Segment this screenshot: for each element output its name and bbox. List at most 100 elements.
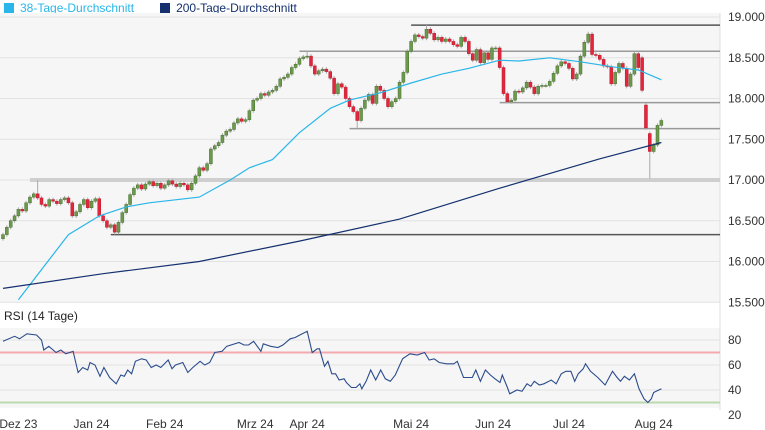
candle-up [228, 129, 232, 132]
x-axis-label: Jan 24 [74, 417, 110, 430]
candle-up [193, 175, 198, 184]
rsi-tick-label: 80 [728, 333, 742, 347]
candle-down [378, 86, 383, 91]
candle-up [62, 197, 67, 200]
price-tick-label: 19.000 [728, 10, 765, 24]
candle-down [35, 193, 40, 199]
candle-up [536, 86, 540, 94]
price-tick-label: 18.000 [728, 92, 765, 106]
candle-down [182, 183, 186, 186]
candle-down [428, 28, 433, 34]
candle-down [239, 118, 244, 122]
candle-up [494, 47, 498, 50]
candle-up [521, 87, 525, 93]
candle-down [43, 204, 48, 207]
candle-up [559, 61, 563, 67]
candle-up [413, 34, 417, 42]
x-axis-label: Aug 24 [635, 417, 673, 430]
price-tick-label: 16.500 [728, 214, 765, 228]
candle-up [316, 70, 321, 75]
candle-up [243, 119, 248, 122]
candle-up [444, 38, 448, 42]
candle-down [486, 52, 490, 60]
candle-down [309, 55, 313, 67]
candle-up [555, 65, 560, 74]
legend-item-ma200[interactable]: 200-Tage-Durchschnitt [160, 1, 297, 15]
legend-item-ma38[interactable]: 38-Tage-Durchschnitt [4, 1, 134, 15]
price-panel-bg [0, 13, 720, 302]
candle-down [594, 54, 598, 56]
candle-down [328, 71, 332, 79]
candle-down [517, 90, 521, 93]
candle-down [351, 106, 356, 112]
candle-down [159, 183, 163, 189]
candle-down [20, 209, 24, 212]
candle-up [205, 163, 209, 171]
candle-down [563, 61, 567, 64]
candle-down [101, 215, 105, 222]
candle-up [259, 93, 263, 99]
candle-down [571, 68, 575, 80]
candle-up [255, 98, 259, 101]
candle-down [201, 167, 205, 171]
candle-up [582, 42, 587, 57]
candle-down [497, 47, 502, 68]
candle-down [609, 66, 614, 85]
candle-up [143, 183, 148, 190]
candle-down [598, 55, 602, 60]
candle-down [386, 98, 390, 107]
candle-up [513, 90, 517, 101]
candle-down [343, 86, 348, 99]
candle-down [174, 183, 178, 187]
candle-up [574, 73, 579, 80]
candle-up [628, 73, 633, 87]
candle-up [359, 108, 363, 121]
price-tick-label: 16.000 [728, 255, 765, 269]
candle-up [116, 222, 121, 233]
candle-up [655, 125, 660, 146]
candle-up [393, 98, 398, 103]
candle-up [409, 41, 413, 52]
candle-up [374, 86, 379, 104]
candle-down [478, 49, 483, 63]
candle-up [547, 81, 552, 86]
ma38-line [17, 57, 662, 301]
ma200-line [2, 141, 662, 289]
candle-up [247, 110, 252, 120]
candle-up [216, 142, 221, 147]
candle-up [401, 72, 406, 83]
candle-down [347, 98, 352, 107]
candle-down [505, 93, 510, 103]
candle-up [405, 50, 409, 73]
candle-up [78, 204, 82, 213]
candle-up [336, 83, 340, 94]
candle-down [501, 67, 506, 94]
candle-down [51, 199, 55, 202]
candle-down [105, 220, 109, 228]
candle-up [474, 49, 479, 61]
candle-down [417, 34, 421, 37]
candle-up [189, 183, 194, 191]
candle-down [370, 94, 375, 104]
candle-up [47, 199, 51, 207]
candle-down [532, 86, 537, 94]
candle-up [305, 55, 309, 58]
x-axis-label: Jul 24 [553, 417, 585, 430]
candle-up [74, 211, 78, 217]
price-tick-label: 17.500 [728, 132, 765, 146]
ma200-swatch-icon [160, 3, 171, 13]
candle-up [509, 99, 513, 103]
candle-up [490, 47, 494, 60]
candle-down [567, 63, 571, 69]
x-axis-label: Mai 24 [393, 417, 429, 430]
candle-up [147, 181, 152, 185]
rsi-panel-bg [0, 328, 720, 408]
rsi-title: RSI (14 Tage) [4, 309, 78, 323]
candle-up [213, 145, 217, 150]
candle-down [39, 197, 44, 205]
candle-up [397, 81, 402, 99]
candle-up [270, 90, 275, 93]
candle-up [251, 99, 255, 111]
candle-down [170, 180, 175, 185]
